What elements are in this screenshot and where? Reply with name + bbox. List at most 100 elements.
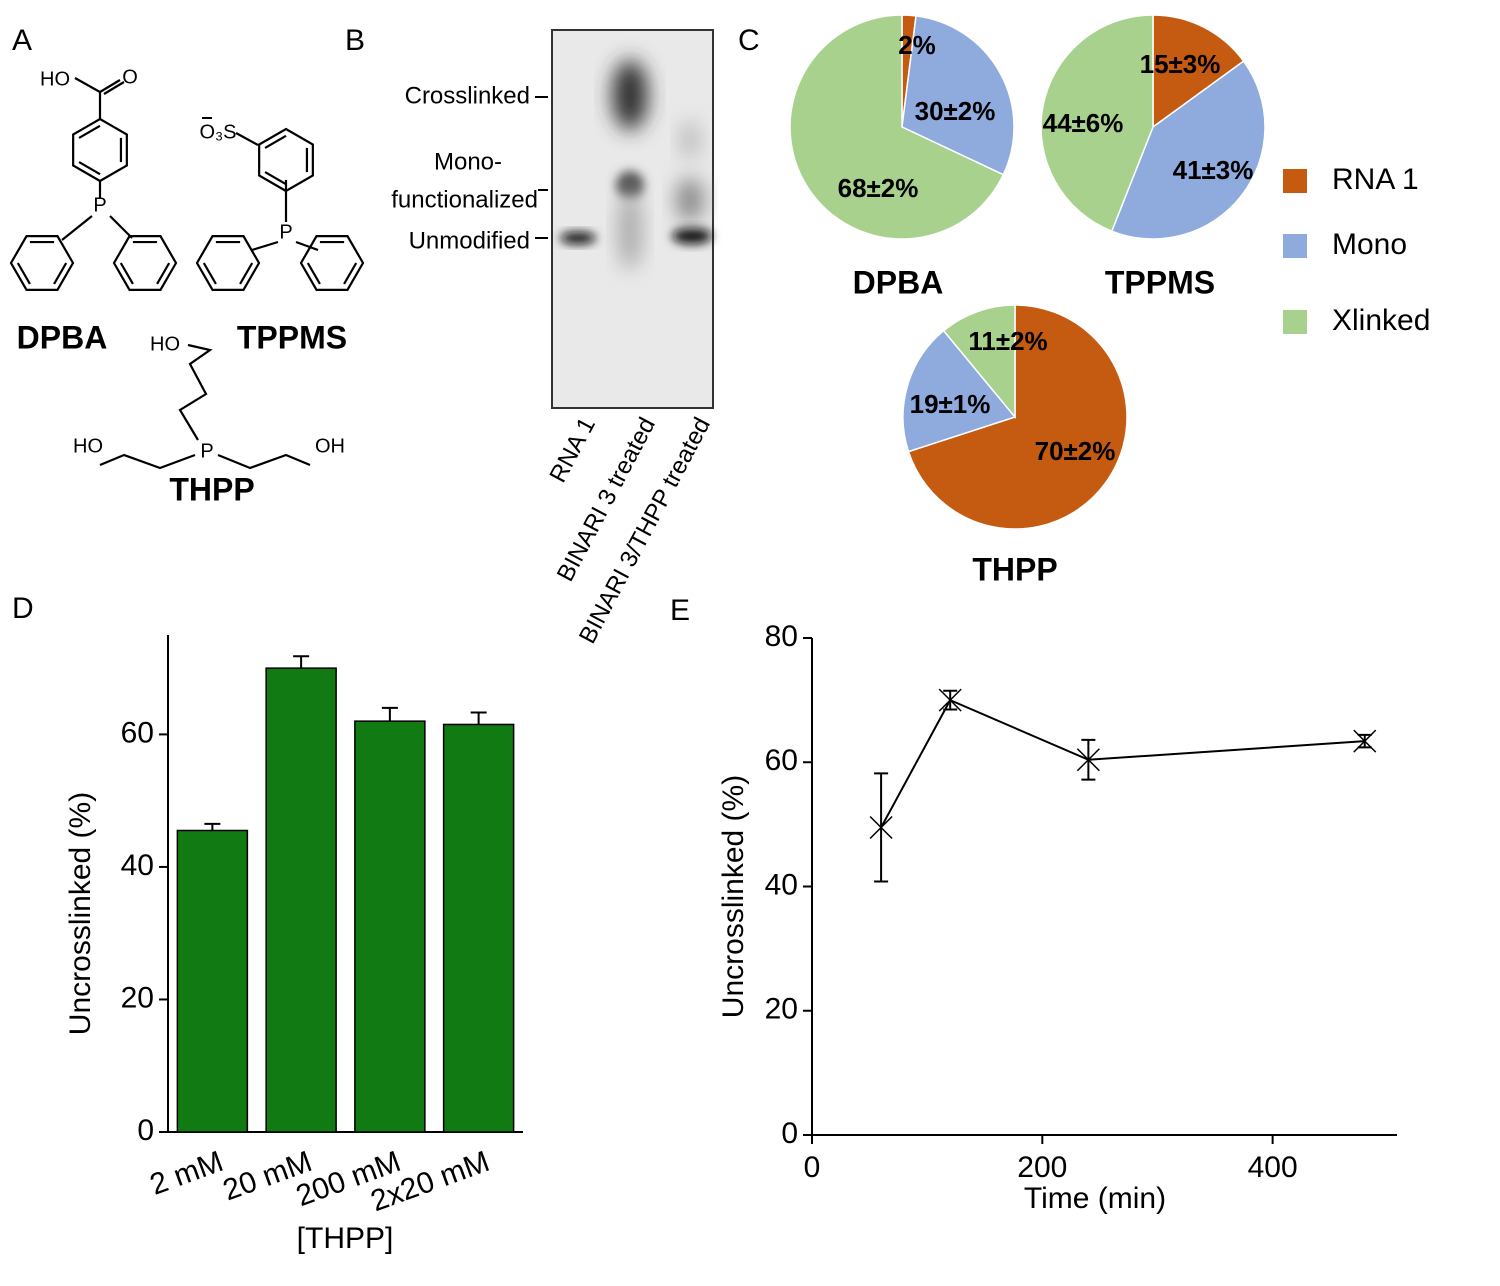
benzene-ring: [9, 235, 75, 291]
chemical-structures: [9, 77, 365, 470]
data-label: 70±2%: [1035, 436, 1116, 466]
bond: [235, 132, 319, 252]
y-tick-label: 40: [121, 849, 154, 882]
error-bar: [381, 706, 398, 722]
atom-label: HO: [40, 68, 70, 90]
data-label: 2%: [898, 30, 936, 60]
double-bond: [239, 262, 254, 285]
panel-label: D: [12, 592, 34, 625]
atom-label: O₃S: [199, 121, 236, 143]
x-tick-label: 200: [1017, 1151, 1067, 1184]
data-line: [880, 698, 1365, 828]
data-label: 11±2%: [968, 326, 1047, 356]
double-bond: [156, 262, 171, 285]
benzene-ring: [195, 235, 261, 291]
gel-smear: [618, 190, 642, 270]
x-tick-label: 400: [1248, 1151, 1298, 1184]
x-axis-label: Time (min): [1024, 1182, 1166, 1215]
data-point: [869, 815, 893, 840]
double-bond: [264, 134, 287, 149]
y-axis-label: Uncrosslinked (%): [64, 792, 97, 1035]
panel-label: E: [670, 594, 690, 627]
double-bond: [16, 262, 31, 285]
legend-label: RNA 1: [1332, 163, 1419, 196]
panel-label: A: [12, 24, 32, 57]
x-tick-label: 0: [804, 1151, 821, 1184]
band-label: functionalized: [391, 186, 538, 213]
benzene-ring: [299, 235, 365, 291]
band-label: Unmodified: [409, 227, 530, 254]
bar: [354, 720, 426, 1133]
double-bond: [306, 262, 321, 285]
error-bar: [293, 655, 310, 669]
legend-swatch: [1283, 234, 1307, 258]
bar: [176, 829, 249, 1133]
gel-bands: [560, 60, 712, 270]
data-label: 30±2%: [915, 96, 996, 126]
error-bar: [204, 822, 221, 831]
gel-band: [672, 228, 712, 244]
atom-label: O: [122, 66, 138, 88]
pie-slice: [789, 14, 1005, 240]
pie-slice: [1152, 14, 1245, 129]
data-label: 19±1%: [910, 389, 991, 419]
y-tick-label: 20: [765, 993, 798, 1026]
pie-slice: [902, 329, 1017, 453]
atom-label: P: [93, 194, 106, 216]
atom-label: OH: [315, 435, 345, 457]
compound-name: TPPMS: [237, 319, 347, 355]
bond: [74, 77, 125, 120]
data-label: 68±2%: [838, 173, 919, 203]
double-bond: [78, 124, 101, 139]
data-label: 15±3%: [1140, 49, 1221, 79]
y-tick-label: 0: [137, 1114, 154, 1147]
atom-label: P: [200, 440, 213, 462]
data-label: 44±6%: [1043, 108, 1124, 138]
atom-label: HO: [73, 435, 103, 457]
bar: [442, 723, 515, 1133]
compound-name: THPP: [169, 471, 254, 507]
compound-name: DPBA: [17, 319, 108, 355]
double-bond: [202, 262, 217, 285]
pie-title: TPPMS: [1105, 264, 1215, 300]
pie-slice: [1110, 60, 1266, 240]
pie-title: DPBA: [853, 264, 944, 300]
benzene-ring: [112, 235, 178, 291]
double-bond: [78, 161, 101, 176]
pie-slice: [907, 304, 1128, 530]
legend-label: Mono: [1332, 228, 1407, 261]
y-axis-label: Uncrosslinked (%): [717, 775, 750, 1018]
data-point: [1076, 748, 1100, 772]
data-point: [1353, 729, 1377, 753]
bar: [265, 667, 337, 1133]
bond: [99, 343, 311, 470]
y-tick-label: 20: [121, 981, 154, 1014]
gel-band: [560, 232, 596, 244]
gel-band: [616, 171, 644, 199]
band-label: Mono-: [434, 148, 502, 175]
panel-label: C: [738, 24, 760, 57]
gel-smear: [680, 120, 700, 160]
double-bond: [119, 262, 134, 285]
legend-swatch: [1283, 169, 1307, 193]
data-point: [938, 688, 962, 712]
y-tick-label: 0: [781, 1117, 798, 1150]
data-label: 41±3%: [1173, 155, 1254, 185]
bond: [61, 180, 133, 241]
pie-slice: [942, 304, 1016, 420]
benzene-ring: [72, 117, 128, 183]
atom-label: P: [279, 221, 292, 243]
pie-slice: [1040, 14, 1154, 233]
pie-slice: [901, 15, 1015, 176]
band-label: Crosslinked: [405, 82, 530, 109]
y-tick-label: 60: [765, 744, 798, 777]
double-bond: [264, 171, 287, 186]
error-bar: [470, 711, 487, 725]
gel-smear: [676, 178, 704, 222]
legend-swatch: [1283, 310, 1307, 334]
atom-label: HO: [150, 333, 180, 355]
legend-label: Xlinked: [1332, 304, 1430, 337]
y-tick-label: 40: [765, 868, 798, 901]
